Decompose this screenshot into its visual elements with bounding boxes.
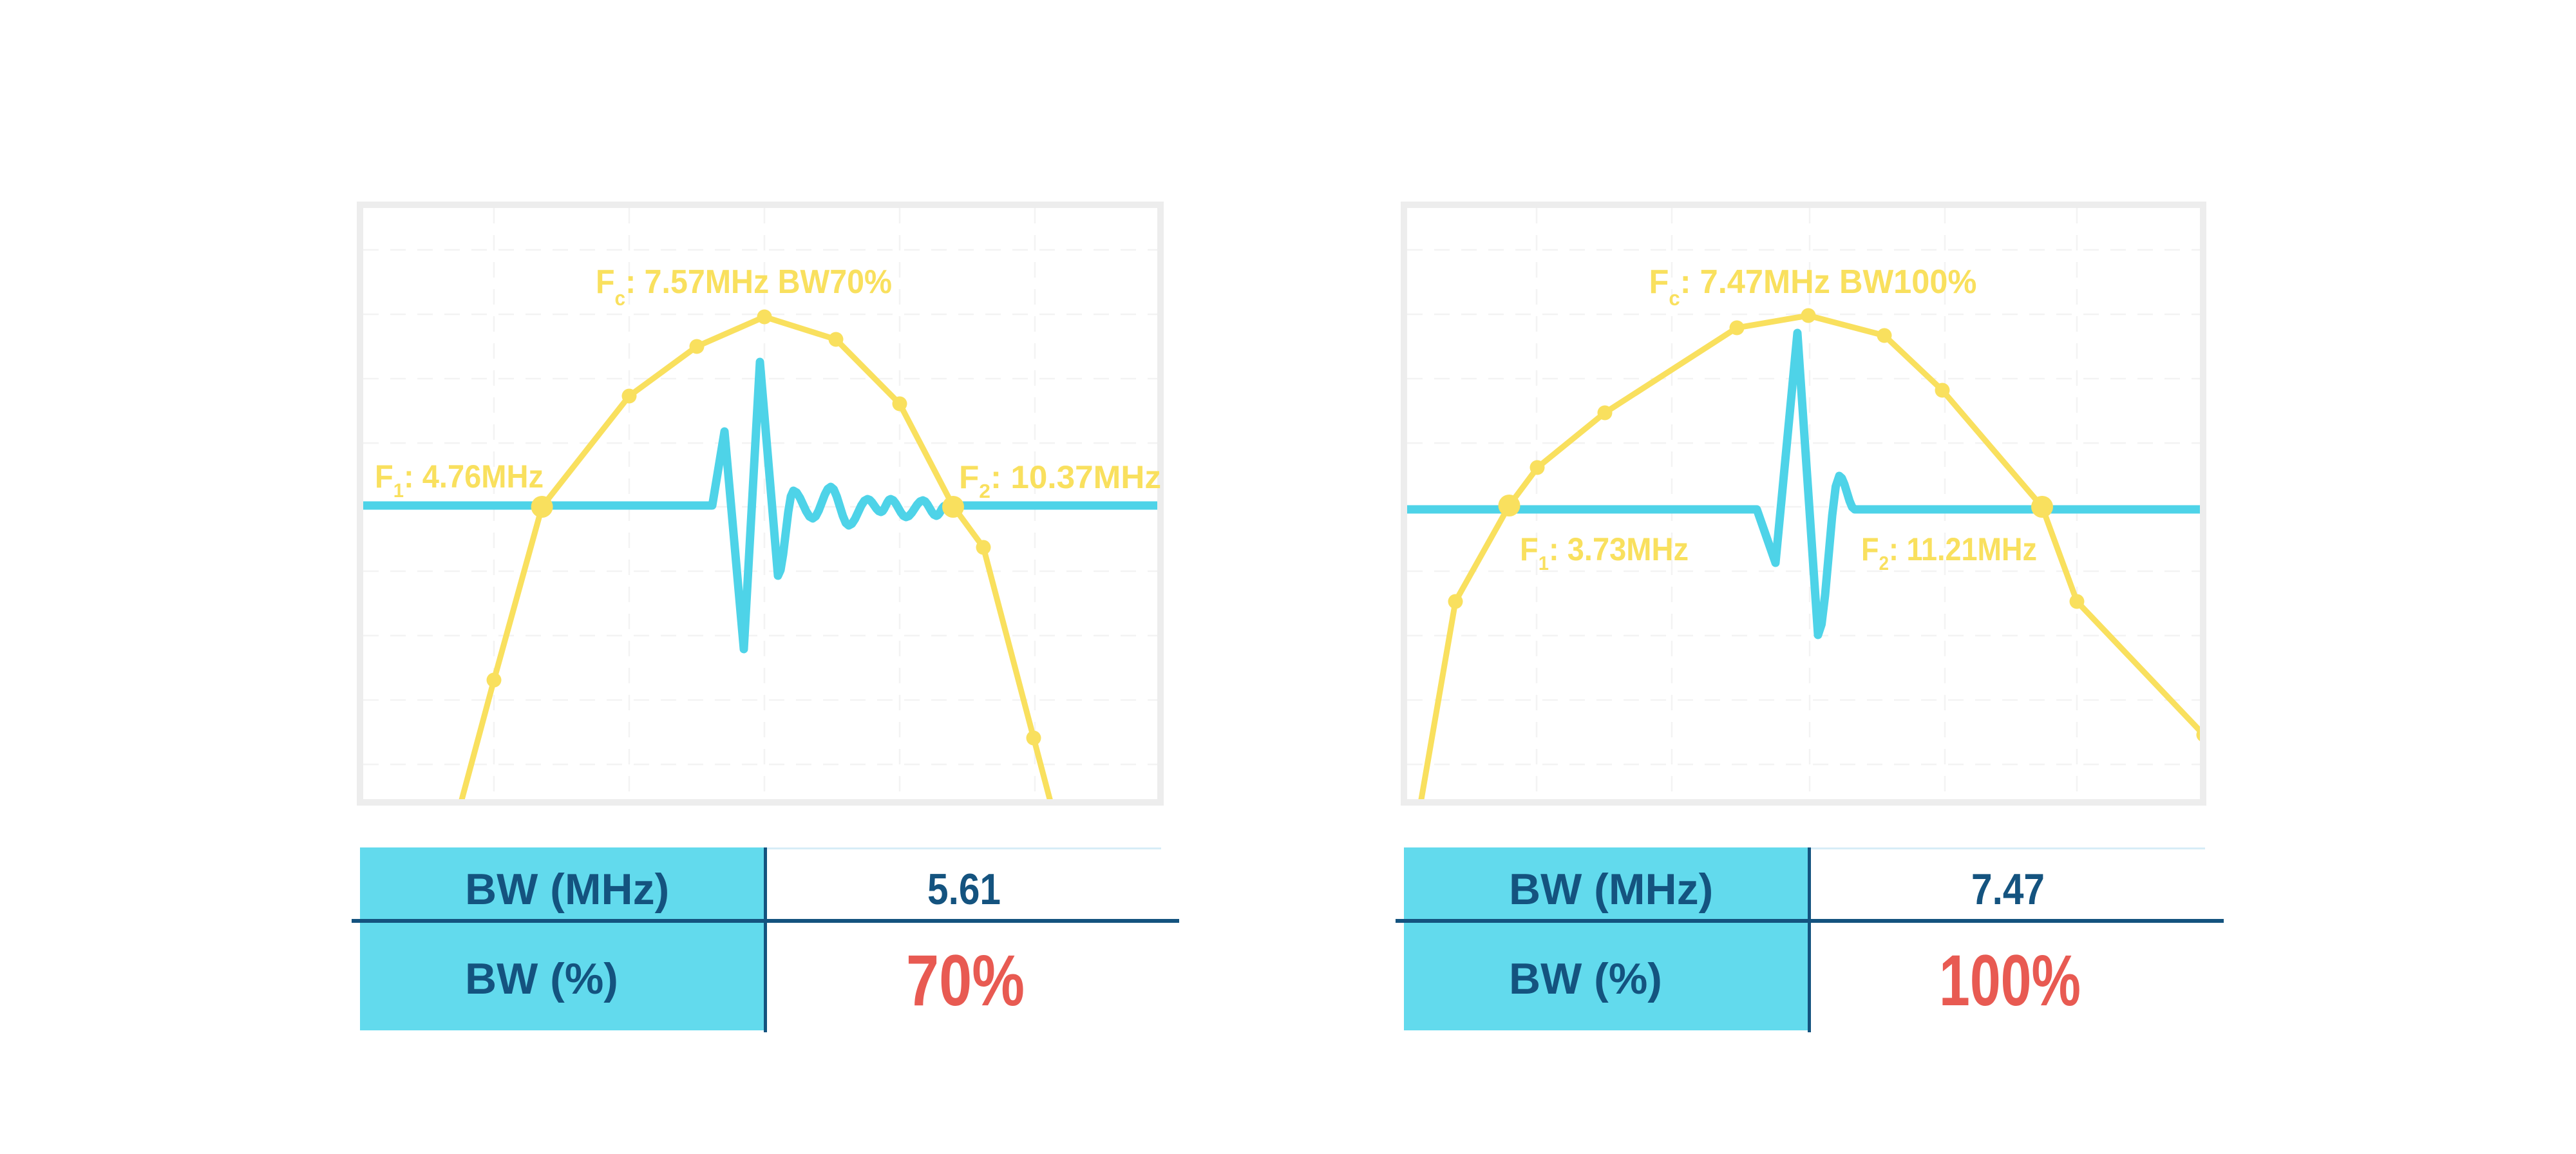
svg-text:Fc: 7.47MHz BW100%: Fc: 7.47MHz BW100%	[1649, 263, 1977, 310]
svg-text:5.61: 5.61	[927, 865, 1001, 914]
svg-text:BW (%): BW (%)	[1509, 954, 1662, 1003]
svg-text:F2: 11.21MHz: F2: 11.21MHz	[1861, 531, 2037, 574]
svg-text:F2: 10.37MHz: F2: 10.37MHz	[959, 459, 1161, 502]
svg-text:BW (%): BW (%)	[465, 954, 618, 1003]
svg-text:7.47: 7.47	[1971, 865, 2045, 914]
svg-text:BW (MHz): BW (MHz)	[465, 865, 669, 914]
svg-text:100%: 100%	[1939, 940, 2081, 1021]
svg-text:BW (MHz): BW (MHz)	[1509, 865, 1713, 914]
svg-text:70%: 70%	[906, 940, 1025, 1021]
svg-text:F1: 4.76MHz: F1: 4.76MHz	[375, 459, 544, 502]
